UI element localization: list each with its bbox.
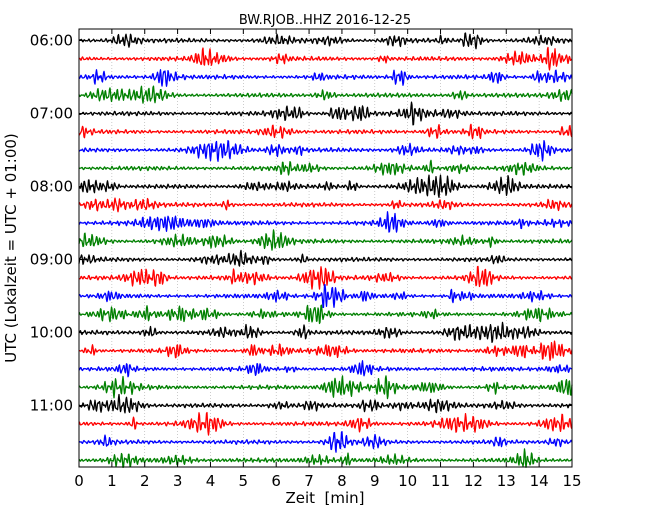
trace-row xyxy=(78,174,573,198)
plot-frame xyxy=(78,28,573,468)
x-tick-label: 2 xyxy=(140,472,150,490)
axis-ticks: 0 1 2 3 4 5 6 7 8 9 10 11 12 13 14 1506:0007:0008:0009:… xyxy=(30,29,582,490)
trace-row xyxy=(78,32,573,50)
x-tick-label: 12 xyxy=(464,472,483,490)
y-tick-label: 08:00 xyxy=(30,178,73,196)
x-tick-label: 9 xyxy=(370,472,380,490)
trace-row xyxy=(78,197,573,213)
trace-row xyxy=(78,249,573,267)
y-tick-label: 10:00 xyxy=(30,324,73,342)
trace-group xyxy=(78,32,573,468)
x-tick-label: 0 xyxy=(74,472,84,490)
trace-row xyxy=(78,229,573,251)
y-tick-label: 07:00 xyxy=(30,105,73,123)
x-tick-label: 15 xyxy=(562,472,581,490)
trace-row xyxy=(78,321,573,343)
trace-row xyxy=(78,304,573,325)
trace-row xyxy=(78,284,573,308)
x-tick-label: 14 xyxy=(530,472,549,490)
trace-row xyxy=(78,101,573,126)
trace-row xyxy=(78,411,573,436)
y-axis-label: UTC (Lokalzeit = UTC + 01:00) xyxy=(2,133,20,363)
x-tick-label: 11 xyxy=(431,472,450,490)
trace-row xyxy=(78,159,573,176)
trace-row xyxy=(78,85,573,104)
x-tick-label: 6 xyxy=(271,472,281,490)
x-tick-label: 5 xyxy=(239,472,249,490)
trace-row xyxy=(78,448,573,468)
trace-row xyxy=(78,211,573,233)
x-tick-label: 3 xyxy=(173,472,183,490)
chart-title: BW.RJOB..HHZ 2016-12-25 xyxy=(239,13,411,28)
trace-row xyxy=(78,375,573,400)
x-tick-label: 1 xyxy=(107,472,117,490)
trace-row xyxy=(78,140,573,162)
x-axis-label: Zeit [min] xyxy=(285,489,364,507)
x-tick-label: 4 xyxy=(206,472,216,490)
y-tick-label: 11:00 xyxy=(30,397,73,415)
trace-row xyxy=(78,393,573,414)
trace-row xyxy=(78,123,573,140)
trace-row xyxy=(78,265,573,290)
x-tick-label: 13 xyxy=(497,472,516,490)
trace-row xyxy=(78,360,573,378)
x-tick-label: 8 xyxy=(337,472,347,490)
trace-row xyxy=(78,69,573,87)
x-tick-label: 10 xyxy=(398,472,417,490)
x-tick-label: 7 xyxy=(304,472,314,490)
trace-row xyxy=(78,431,573,453)
trace-row xyxy=(78,46,573,71)
trace-row xyxy=(78,340,573,361)
y-tick-label: 09:00 xyxy=(30,251,73,269)
y-tick-label: 06:00 xyxy=(30,32,73,50)
